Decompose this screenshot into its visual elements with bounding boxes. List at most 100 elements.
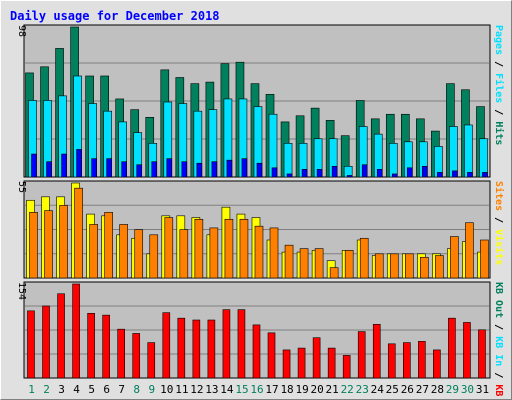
- files-bar: [464, 124, 473, 178]
- sites-bar: [149, 234, 159, 279]
- pages-bar: [61, 153, 67, 178]
- sites-bar: [44, 210, 53, 279]
- day-label: 1: [28, 383, 35, 396]
- pages-bar: [46, 161, 52, 178]
- day-label: 2: [43, 383, 50, 396]
- sites-bar: [389, 253, 399, 279]
- pages-bar: [437, 172, 443, 178]
- day-label: 7: [118, 383, 125, 396]
- chart-title: Daily usage for December 2018: [10, 9, 220, 23]
- sites-bar: [374, 253, 384, 279]
- day-label: 15: [235, 383, 248, 396]
- pages-bar: [121, 161, 127, 178]
- pages-bar: [31, 153, 37, 178]
- day-label: 22: [341, 383, 354, 396]
- kb-bar: [342, 355, 351, 379]
- kb-bar: [327, 347, 336, 379]
- sites-bar: [224, 218, 234, 279]
- sites-bar: [209, 227, 219, 279]
- legend-separator: /: [493, 366, 504, 384]
- pages-bar: [196, 162, 203, 178]
- sites-bar: [29, 212, 38, 279]
- pages-bar: [391, 173, 398, 178]
- kb-bar: [192, 319, 201, 379]
- sites-bar: [344, 250, 354, 279]
- pages-bar: [271, 167, 278, 178]
- legend-item: Sites: [493, 181, 505, 211]
- day-label: 25: [386, 383, 399, 396]
- kb-bar: [448, 317, 456, 379]
- kb-bar: [418, 341, 426, 379]
- day-label: 29: [446, 383, 459, 396]
- sites-bar: [329, 267, 339, 279]
- pages-bar: [166, 158, 173, 178]
- sites-bar: [89, 224, 98, 279]
- day-label: 10: [160, 383, 173, 396]
- legend-item: KB F: [493, 384, 504, 400]
- day-label: 16: [250, 383, 263, 396]
- pages-bar: [226, 159, 233, 178]
- sites-bar: [164, 217, 174, 279]
- legend-item: KB In: [493, 336, 504, 366]
- pages-bar: [256, 162, 263, 178]
- kb-bar: [387, 343, 396, 379]
- sites-bar: [179, 229, 189, 279]
- day-label: 5: [88, 383, 95, 396]
- sites-bar: [450, 236, 459, 279]
- y-max-label: 154: [16, 282, 27, 300]
- kb-bar: [42, 305, 50, 379]
- kb-bar: [267, 332, 276, 379]
- day-label: 23: [356, 383, 369, 396]
- pages-bar: [361, 164, 368, 178]
- legend-separator: /: [493, 211, 504, 229]
- pages-bar: [346, 175, 353, 178]
- day-label: 6: [103, 383, 110, 396]
- day-label: 21: [326, 383, 339, 396]
- kb-bar: [433, 349, 441, 379]
- kb-bar: [207, 319, 216, 379]
- sites-bar: [480, 239, 489, 279]
- files-bar: [388, 143, 398, 178]
- legend-separator: /: [493, 103, 504, 121]
- sites-bar: [194, 218, 204, 279]
- sites-bar: [119, 224, 128, 279]
- day-label: 8: [133, 383, 140, 396]
- day-label: 14: [220, 383, 234, 396]
- pages-bar: [316, 169, 323, 178]
- day-label: 27: [416, 383, 429, 396]
- day-label: 11: [175, 383, 188, 396]
- pages-bar: [422, 165, 428, 178]
- files-bar: [449, 126, 458, 178]
- sites-bar: [74, 187, 83, 279]
- kb-bar: [147, 342, 156, 379]
- day-label: 4: [73, 383, 80, 396]
- sites-bar: [435, 255, 444, 279]
- day-label: 9: [148, 383, 155, 396]
- pages-bar: [241, 158, 248, 178]
- sites-bar: [465, 222, 474, 279]
- sites-bar: [239, 218, 249, 279]
- day-label: 24: [371, 383, 385, 396]
- sites-bar: [299, 248, 309, 279]
- pages-bar: [286, 173, 293, 178]
- sites-bar: [269, 227, 279, 279]
- kb-bar: [312, 337, 321, 379]
- sites-bar: [405, 253, 414, 279]
- y-max-label: 55: [16, 181, 27, 193]
- pages-bar: [482, 172, 488, 178]
- day-label: 12: [190, 383, 203, 396]
- legend-item: KB Out: [493, 282, 504, 318]
- kb-bar: [117, 328, 125, 379]
- sites-bar: [284, 244, 294, 279]
- kb-bar: [102, 314, 110, 379]
- sites-bar: [254, 225, 264, 279]
- legend-text: Pages / Files / Hits: [493, 25, 505, 145]
- day-label: 19: [295, 383, 308, 396]
- kb-bar: [372, 323, 381, 379]
- kb-bar: [357, 331, 366, 379]
- legend-text: Sites / Visits: [493, 181, 505, 265]
- pages-bar: [407, 167, 413, 178]
- kb-bar: [463, 322, 471, 379]
- kb-bar: [72, 283, 80, 379]
